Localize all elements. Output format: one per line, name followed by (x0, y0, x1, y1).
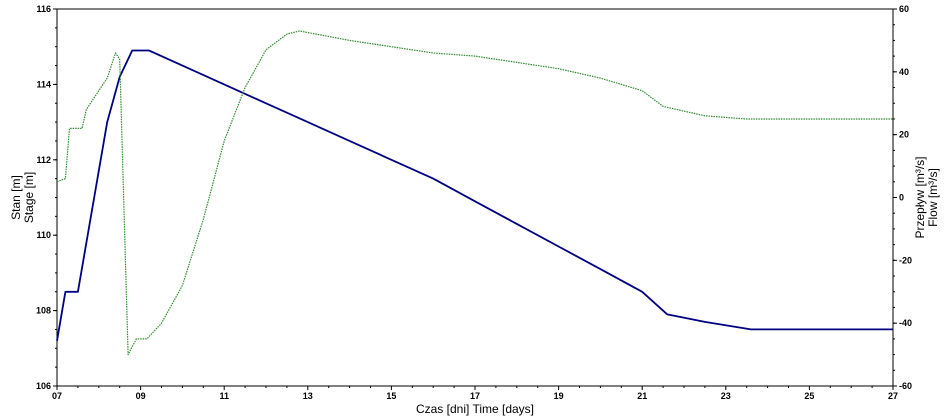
stage-series-line (56, 49, 893, 341)
y-right-tick-label: -20 (899, 255, 912, 265)
x-tick-label: 13 (303, 391, 313, 401)
axes-layer: 07 09 11 13 15 17 19 21 23 25 27 106 108 110 112 114 116… (36, 4, 912, 401)
y-right-tick-label: -40 (899, 318, 912, 328)
series-layer (56, 30, 893, 356)
x-tick-label: 07 (52, 391, 62, 401)
x-tick-label: 19 (554, 391, 564, 401)
x-tick-label: 21 (637, 391, 647, 401)
y-right-tick-label: 0 (899, 193, 904, 203)
y-left-tick-label: 108 (36, 306, 51, 316)
y-left-axis-title-polish: Stan [m] (9, 175, 23, 220)
x-tick-label: 27 (888, 391, 898, 401)
y-left-tick-label: 112 (36, 155, 51, 165)
y-right-axis-title-polish: Przepływ [m³/s] (913, 156, 927, 238)
x-tick-label: 17 (470, 391, 480, 401)
y-left-tick-label: 114 (36, 79, 51, 89)
x-tick-label: 15 (386, 391, 396, 401)
y-right-tick-label: 20 (899, 130, 909, 140)
flow-series-line (56, 30, 893, 356)
x-tick-label: 11 (219, 391, 229, 401)
y-right-tick-label: -60 (899, 381, 912, 391)
x-tick-label: 23 (721, 391, 731, 401)
x-axis-title: Czas [dni] Time [days] (416, 402, 534, 416)
y-right-tick-label: 40 (899, 67, 909, 77)
y-left-tick-label: 110 (36, 230, 51, 240)
y-left-tick-label: 116 (36, 4, 51, 14)
x-tick-label: 09 (136, 391, 146, 401)
y-left-tick-label: 106 (36, 381, 51, 391)
y-left-axis-title-english: Stage [m] (22, 172, 36, 223)
y-right-axis-title-english: Flow [m³/s] (926, 168, 940, 227)
x-tick-label: 25 (804, 391, 814, 401)
y-right-tick-label: 60 (899, 4, 909, 14)
